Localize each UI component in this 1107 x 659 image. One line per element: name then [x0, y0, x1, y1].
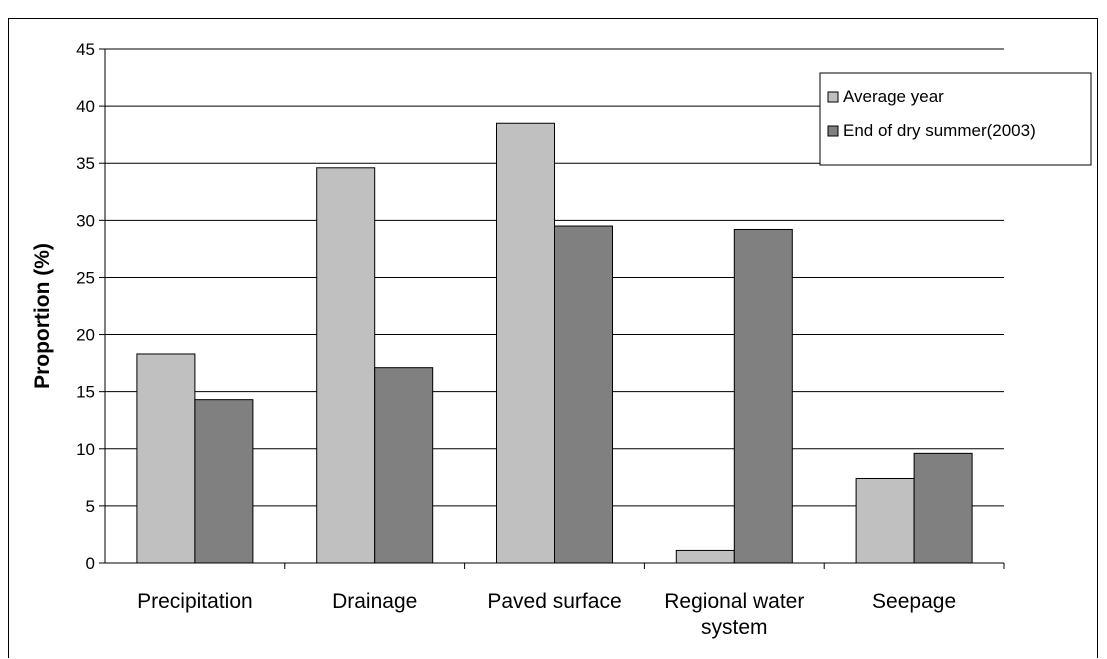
x-category-label: Precipitation: [137, 590, 253, 613]
y-tick-label: 25: [76, 268, 95, 287]
legend-swatch: [827, 91, 839, 103]
bar: [316, 167, 376, 564]
y-tick-label: 40: [76, 97, 95, 116]
x-category-label: Drainage: [332, 590, 417, 613]
legend: Average year End of dry summer(2003): [819, 72, 1092, 166]
legend-swatch: [827, 125, 839, 137]
legend-box: [819, 72, 1092, 166]
y-axis-title: Proportion (%): [31, 243, 54, 389]
bar: [554, 225, 613, 564]
x-category-label: Paved surface: [487, 590, 621, 613]
legend-label: End of dry summer(2003): [843, 121, 1036, 140]
x-category-label: Seepage: [872, 590, 956, 613]
bars: [136, 122, 973, 564]
bar: [733, 228, 793, 564]
axes: 0 5 10 15 20 25 30 35 40 45 Precipitation Drainage P…: [76, 40, 1005, 639]
y-tick-label: 35: [76, 154, 95, 173]
bar: [194, 399, 254, 564]
y-tick-label: 15: [76, 383, 95, 402]
y-tick-label: 45: [76, 40, 95, 59]
legend-label: Average year: [843, 87, 944, 106]
bar: [855, 477, 915, 564]
bar: [496, 122, 555, 564]
x-category-label: Regional water system: [664, 590, 804, 639]
y-tick-label: 20: [76, 326, 95, 345]
y-tick-label: 0: [86, 554, 95, 573]
bar: [374, 367, 434, 564]
bar: [136, 353, 196, 564]
y-tick-label: 5: [86, 497, 95, 516]
y-tick-label: 10: [76, 440, 95, 459]
bar: [675, 549, 735, 564]
y-tick-label: 30: [76, 211, 95, 230]
chart-frame: [8, 18, 1098, 658]
bar: [913, 452, 973, 564]
